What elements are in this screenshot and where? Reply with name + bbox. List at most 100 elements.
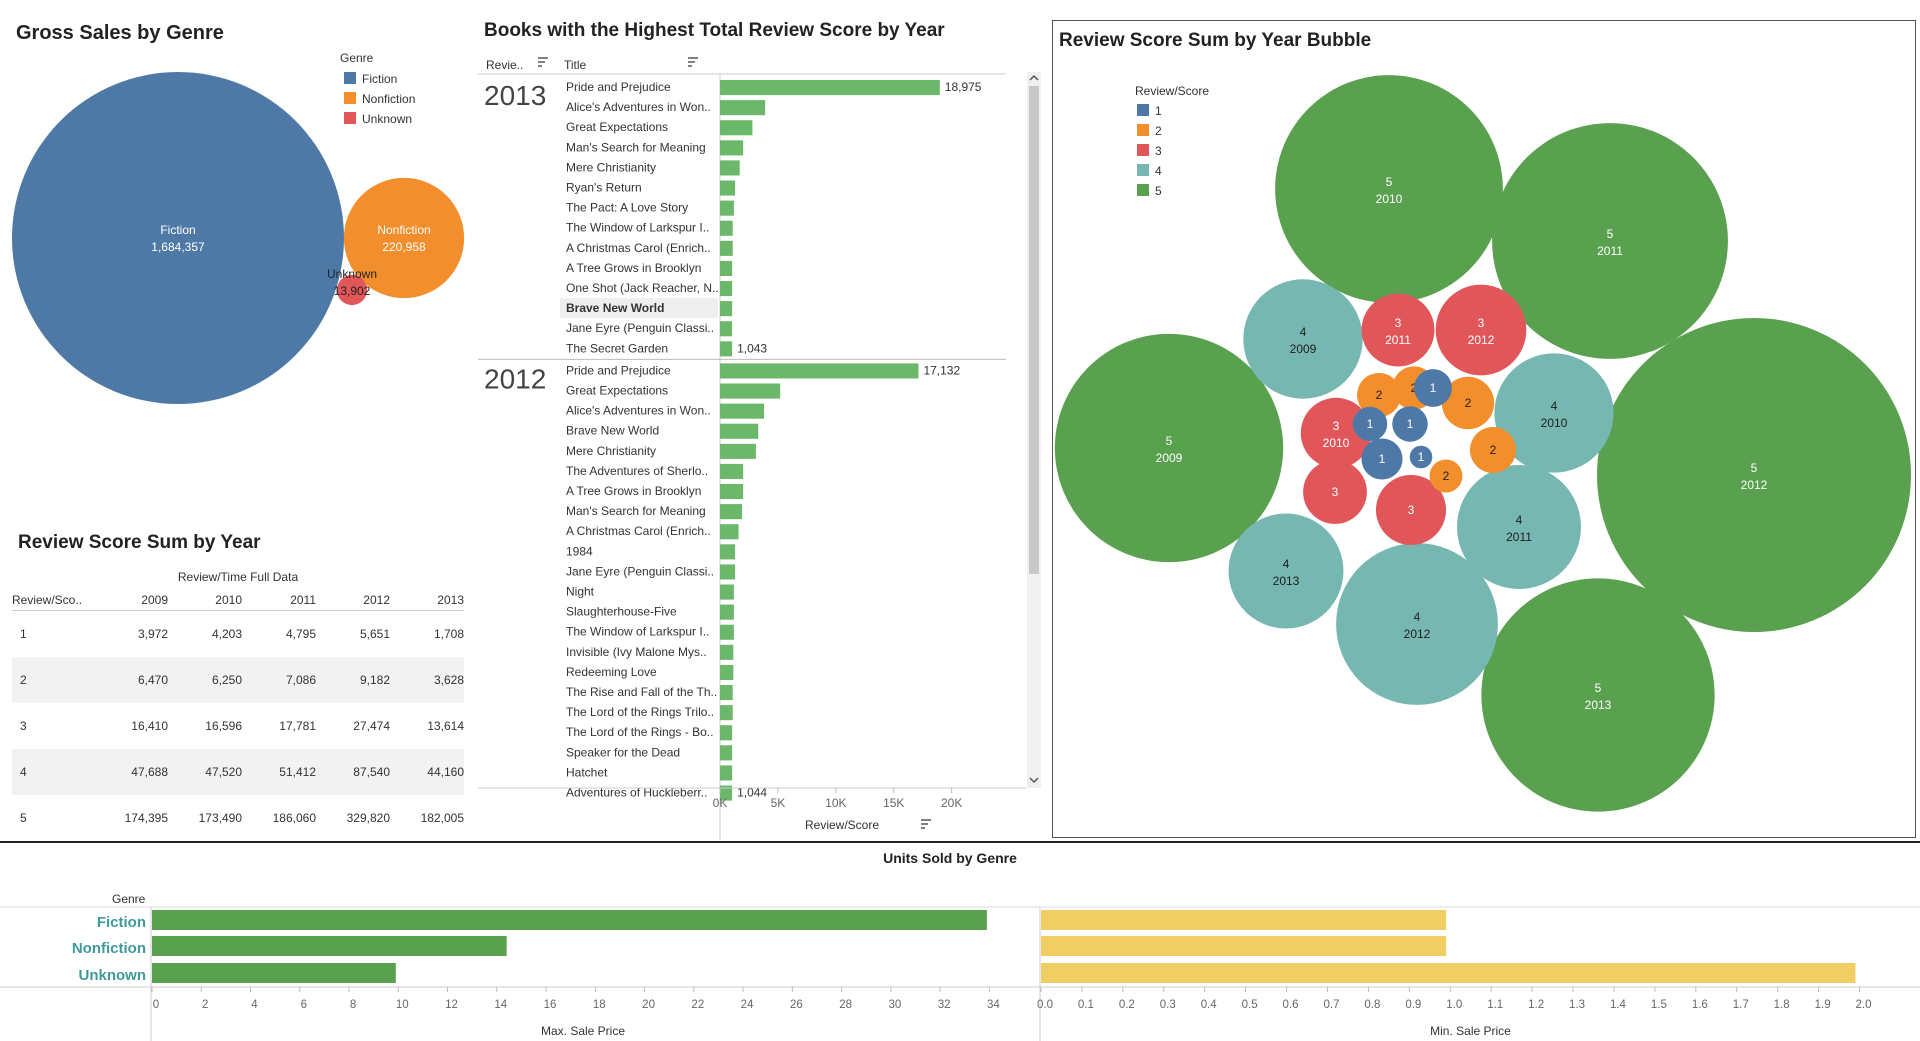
table-cell: 4,203 [211, 627, 242, 641]
units-x-tick-label: 0.1 [1078, 999, 1094, 1011]
books-x-tick-label: 10K [825, 796, 846, 810]
units-x-tick-label: 1.6 [1692, 999, 1708, 1011]
review-bubble-score-1 [1361, 438, 1403, 480]
books-bar [720, 260, 733, 276]
books-title-label: Brave New World [566, 424, 659, 438]
books-x-tick-label: 20K [941, 796, 962, 810]
gross-sales-value-nonfiction: 220,958 [382, 240, 426, 254]
books-bar [720, 443, 756, 459]
review-bubble-score-5-2012 [1597, 318, 1911, 632]
units-x-tick-label: 0.0 [1037, 999, 1053, 1011]
books-bar [720, 180, 736, 196]
table-col-2011: 2011 [290, 593, 316, 607]
books-title-label: Alice's Adventures in Won.. [566, 100, 711, 114]
legend-swatch-nonfiction [344, 92, 356, 104]
books-bar [720, 685, 733, 701]
units-x-tick-label: 8 [350, 999, 356, 1011]
review-bubble-year-label: 2013 [1273, 574, 1300, 588]
table-row: 1 3,972 4,203 4,795 5,651 1,708 [12, 611, 464, 657]
review-bubble-score-label: 2 [1465, 396, 1472, 410]
units-x-tick-label: 24 [741, 999, 754, 1011]
table-cell: 47,688 [131, 765, 168, 779]
units-title: Units Sold by Genre [883, 850, 1017, 866]
scroll-up-icon[interactable] [1029, 74, 1039, 82]
units-x-tick-label: 28 [839, 999, 852, 1011]
table-cell: 9,182 [359, 673, 390, 687]
table-col-2010: 2010 [215, 593, 242, 607]
table-cell: 87,540 [353, 765, 390, 779]
units-x-tick-label: 10 [396, 999, 409, 1011]
units-bar-min-sale-price-nonfiction [1041, 936, 1447, 956]
units-x-tick-label: 0.6 [1283, 999, 1299, 1011]
units-x-tick-label: 0.8 [1364, 999, 1380, 1011]
gross-sales-label-nonfiction: Nonfiction [377, 223, 430, 237]
books-title-label: One Shot (Jack Reacher, N.. [566, 281, 719, 295]
scroll-down-icon[interactable] [1029, 776, 1039, 784]
review-bubble-year-label: 2010 [1541, 416, 1568, 430]
books-title-label: Redeeming Love [566, 665, 657, 679]
review-bubble-score-3 [1303, 460, 1367, 524]
review-bubble-score-2 [1429, 459, 1463, 493]
gross-sales-value-fiction: 1,684,357 [151, 240, 205, 254]
review-bubble-score-3-2012 [1435, 284, 1527, 376]
books-bar [720, 584, 734, 600]
review-bubble-score-label: 4 [1283, 557, 1290, 571]
books-title-label: Ryan's Return [566, 181, 642, 195]
units-x-tick-label: 1.8 [1774, 999, 1790, 1011]
review-bubble-score-label: 2 [1490, 443, 1497, 457]
books-title-label: The Lord of the Rings - Bo.. [566, 725, 713, 739]
units-bar-min-sale-price-unknown [1041, 963, 1856, 983]
gross-sales-label-unknown: Unknown [327, 267, 377, 281]
books-bar [720, 100, 766, 116]
books-title-label: Pride and Prejudice [566, 80, 671, 94]
scrollbar-thumb[interactable] [1029, 86, 1039, 574]
books-bar [720, 524, 739, 540]
review-bubble-score-label: 4 [1551, 399, 1558, 413]
review-bubble-score-label: 1 [1418, 450, 1425, 464]
books-bar [720, 403, 765, 419]
review-bubbles: 5 2010 5 2011 5 2009 5 2012 5 2013 4 2009 4 2010 4 2011… [1054, 75, 1911, 812]
table-col-2012: 2012 [363, 593, 390, 607]
review-bubble-score-1 [1414, 369, 1452, 407]
books-title-label: The Lord of the Rings Trilo.. [566, 705, 714, 719]
books-title-label: The Adventures of Sherlo.. [566, 464, 708, 478]
table-cell: 51,412 [279, 765, 316, 779]
legend-label-unknown: Unknown [362, 112, 412, 126]
books-title-label: Slaughterhouse-Five [566, 605, 677, 619]
table-row-label: 1 [20, 627, 27, 641]
table-row: 4 47,688 47,520 51,412 87,540 44,160 [12, 749, 464, 795]
units-x-tick-label: 2.0 [1856, 999, 1872, 1011]
gross-sales-value-unknown: 13,902 [334, 284, 371, 298]
books-title-label: A Christmas Carol (Enrich.. [566, 524, 711, 538]
books-title-label: The Window of Larkspur I.. [566, 625, 709, 639]
table-row-label: 4 [20, 765, 27, 779]
units-x-tick-label: 32 [938, 999, 951, 1011]
units-x-tick-label: 14 [494, 999, 507, 1011]
review-bubble-score-3 [1375, 474, 1447, 546]
books-col-header-year: Revie.. [486, 58, 523, 72]
review-bubble-year-label: 2012 [1741, 478, 1768, 492]
books-title-label: A Tree Grows in Brooklyn [566, 484, 701, 498]
table-row-label: 3 [20, 719, 27, 733]
table-cell: 7,086 [285, 673, 316, 687]
books-title-label: Alice's Adventures in Won.. [566, 404, 711, 418]
books-title-label: Brave New World [566, 301, 664, 315]
review-bubble-score-5-2010 [1275, 75, 1503, 303]
review-bubble-score-2 [1357, 373, 1401, 417]
units-genre-label-fiction: Fiction [97, 914, 146, 931]
scrollbar-track[interactable] [1027, 72, 1041, 788]
units-x-tick-label: 1.9 [1815, 999, 1831, 1011]
table-col-2013: 2013 [437, 593, 464, 607]
books-bar [720, 624, 734, 640]
books-bars: Revie.. Title 2013 Pride and Prejudice 18,97… [478, 57, 1026, 840]
gross-sales-bubble-fiction [12, 72, 344, 404]
units-x-tick-label: 1.5 [1651, 999, 1667, 1011]
units-x-tick-label: 12 [445, 999, 458, 1011]
units-x-tick-label: 18 [593, 999, 606, 1011]
units-x-tick-label: 0 [153, 999, 159, 1011]
books-title-label: Great Expectations [566, 120, 668, 134]
books-bar-label: 1,044 [737, 786, 767, 800]
review-bubble-score-1 [1409, 445, 1433, 469]
books-bar [720, 160, 740, 176]
units-x-tick-label: 1.2 [1528, 999, 1544, 1011]
